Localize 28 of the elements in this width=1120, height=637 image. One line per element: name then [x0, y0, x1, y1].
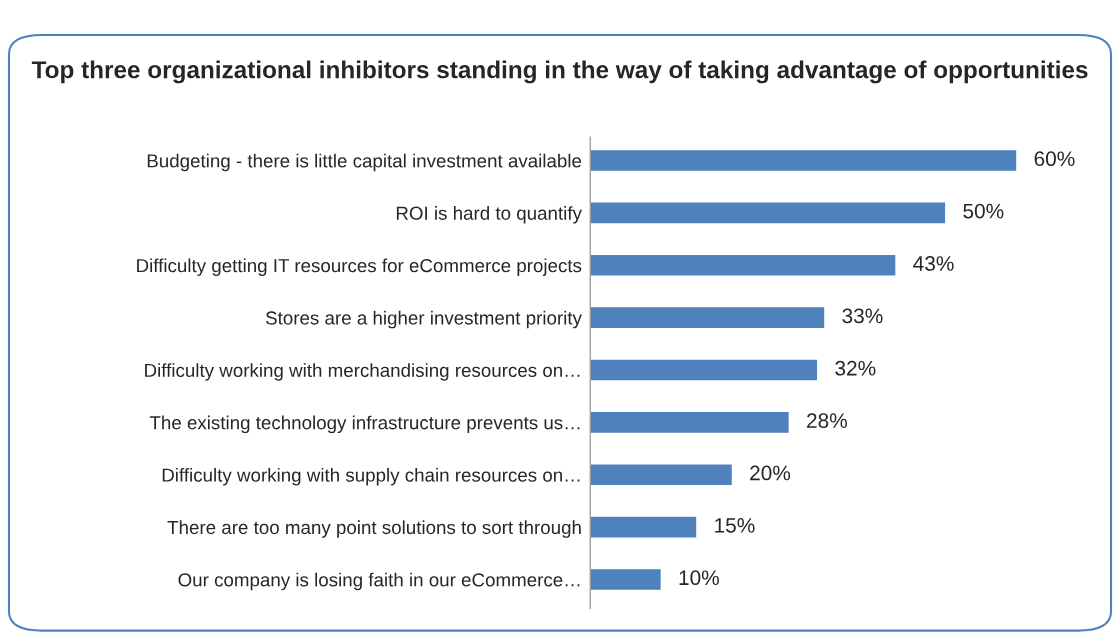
data-label: 28% [807, 413, 847, 428]
data-label: 20% [750, 465, 791, 481]
data-label: 10% [679, 570, 719, 586]
data-label: 32% [835, 360, 876, 376]
bar [590, 358, 819, 382]
data-label: 33% [842, 308, 883, 324]
bar [590, 410, 791, 435]
y-tick-label: ROI is hard to quantify [396, 206, 582, 224]
chart-title: Top three organizational inhibitors standing in the way of taking advantage of opportunities [31, 60, 1088, 84]
bar [590, 201, 947, 225]
y-tick-label: Difficulty working with supply chain resources on… [162, 467, 580, 486]
bar [590, 515, 698, 539]
y-tick-label: Difficulty getting IT resources for eCommerce projects [137, 258, 582, 276]
y-tick-label: Budgeting - there is little capital investment available [147, 153, 582, 172]
y-tick-label: Stores are a higher investment priority [265, 310, 582, 329]
bar [590, 567, 663, 592]
bar [590, 148, 1018, 173]
data-label: 43% [913, 256, 954, 271]
bar [590, 463, 734, 487]
data-label: 50% [963, 203, 1004, 219]
data-label: 15% [715, 518, 755, 533]
bar [590, 305, 826, 330]
y-tick-label: There are too many point solutions to sort through [167, 520, 581, 538]
y-tick-label: Our company is losing faith in our eCommerce… [178, 572, 580, 591]
data-label: 60% [1034, 151, 1075, 167]
y-tick-label: The existing technology infrastructure prevents us… [149, 415, 580, 434]
y-tick-label: Difficulty working with merchandising resources on… [145, 363, 580, 381]
bar [590, 253, 897, 277]
